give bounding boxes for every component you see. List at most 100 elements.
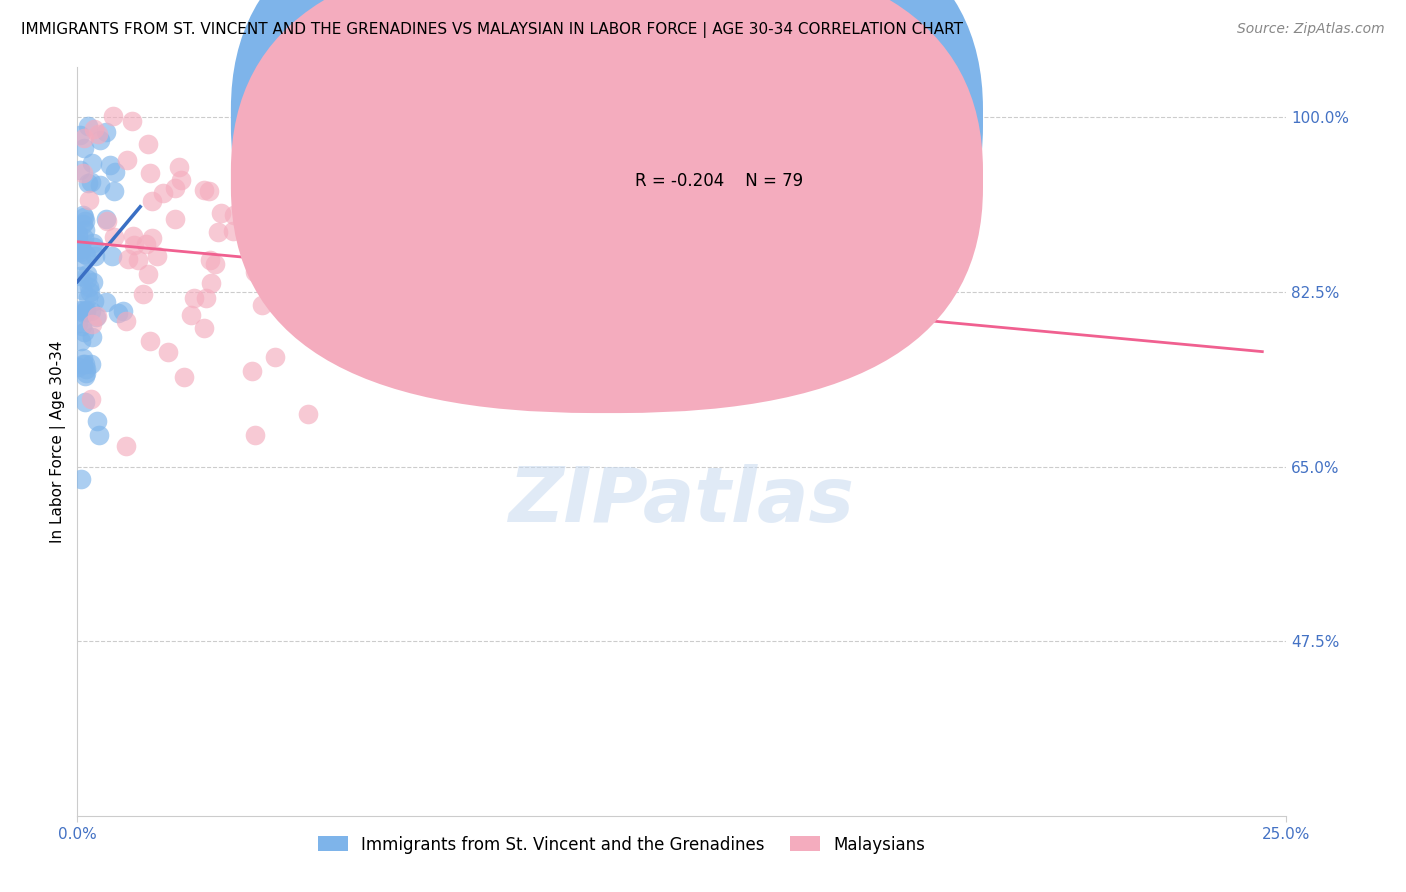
Point xyxy=(79,285,101,300)
Point xyxy=(294,187,316,202)
Point xyxy=(207,225,229,239)
Point xyxy=(194,291,217,305)
Point xyxy=(67,360,90,375)
Point xyxy=(96,125,118,139)
Point xyxy=(193,320,215,334)
Point xyxy=(322,266,344,280)
Point xyxy=(335,240,357,254)
Text: R =   0.216    N = 71: R = 0.216 N = 71 xyxy=(634,111,808,128)
Point xyxy=(70,242,93,256)
Point xyxy=(73,211,96,225)
Point xyxy=(103,184,125,198)
Point xyxy=(84,310,107,325)
Point xyxy=(193,183,215,197)
Point xyxy=(72,166,94,180)
Point xyxy=(70,319,93,334)
Point xyxy=(87,127,110,141)
Point xyxy=(89,427,111,442)
Point xyxy=(104,165,127,179)
Point xyxy=(167,160,190,174)
Point xyxy=(121,113,143,128)
Point xyxy=(72,302,94,317)
Point xyxy=(69,252,91,267)
Point xyxy=(86,414,108,428)
Point xyxy=(127,253,149,268)
Point xyxy=(82,276,104,290)
Point xyxy=(76,267,98,281)
Point xyxy=(312,238,335,252)
Point xyxy=(83,239,105,253)
Point xyxy=(72,208,94,222)
Point xyxy=(89,133,111,147)
Point xyxy=(94,212,117,227)
Point xyxy=(297,407,319,421)
Point xyxy=(96,214,118,228)
Point xyxy=(243,265,266,279)
Point xyxy=(73,231,96,245)
Point xyxy=(73,303,96,318)
Point xyxy=(80,392,103,406)
Point xyxy=(180,308,202,322)
Point xyxy=(841,304,863,318)
Point xyxy=(73,395,96,409)
Point xyxy=(141,194,163,208)
Point xyxy=(200,276,222,290)
Point xyxy=(204,257,226,271)
FancyBboxPatch shape xyxy=(567,78,876,210)
Point xyxy=(69,128,91,142)
Point xyxy=(472,364,495,378)
Point xyxy=(240,364,263,378)
Point xyxy=(152,186,174,201)
Point xyxy=(75,361,97,376)
Point xyxy=(322,294,344,309)
Point xyxy=(77,119,100,133)
Point xyxy=(70,472,93,486)
Point xyxy=(96,295,118,310)
Point xyxy=(139,166,162,180)
Point xyxy=(72,217,94,231)
Point xyxy=(66,228,89,243)
Point xyxy=(75,305,97,319)
Point xyxy=(259,178,281,193)
Point xyxy=(103,230,125,244)
Point xyxy=(67,303,90,318)
Text: IMMIGRANTS FROM ST. VINCENT AND THE GRENADINES VS MALAYSIAN IN LABOR FORCE | AGE: IMMIGRANTS FROM ST. VINCENT AND THE GREN… xyxy=(21,22,963,38)
Point xyxy=(69,244,91,259)
Point xyxy=(69,163,91,178)
Point xyxy=(165,181,187,195)
Point xyxy=(396,267,419,281)
Point xyxy=(238,184,260,198)
Point xyxy=(112,304,135,318)
Point xyxy=(76,176,98,190)
Point xyxy=(73,357,96,371)
Point xyxy=(75,223,97,237)
Point xyxy=(75,303,97,318)
Legend: Immigrants from St. Vincent and the Grenadines, Malaysians: Immigrants from St. Vincent and the Gren… xyxy=(311,829,932,860)
Point xyxy=(224,208,246,222)
Point xyxy=(73,325,96,339)
Point xyxy=(141,231,163,245)
Point xyxy=(121,229,143,244)
Point xyxy=(553,125,575,139)
Point xyxy=(156,345,179,359)
Text: R = -0.204    N = 79: R = -0.204 N = 79 xyxy=(634,172,803,190)
Point xyxy=(80,156,103,170)
Point xyxy=(80,175,103,189)
Point xyxy=(82,330,104,344)
Point xyxy=(98,158,121,172)
Point xyxy=(72,357,94,371)
Point xyxy=(82,317,104,331)
Point xyxy=(66,238,89,252)
FancyBboxPatch shape xyxy=(231,0,983,413)
Point xyxy=(101,249,124,263)
Point xyxy=(163,212,186,227)
Point xyxy=(366,334,388,348)
Point xyxy=(307,275,329,289)
Point xyxy=(252,298,274,312)
Point xyxy=(169,172,191,186)
Point xyxy=(117,252,139,267)
Point xyxy=(83,293,105,308)
Point xyxy=(89,178,111,193)
Text: Source: ZipAtlas.com: Source: ZipAtlas.com xyxy=(1237,22,1385,37)
Point xyxy=(135,236,157,251)
